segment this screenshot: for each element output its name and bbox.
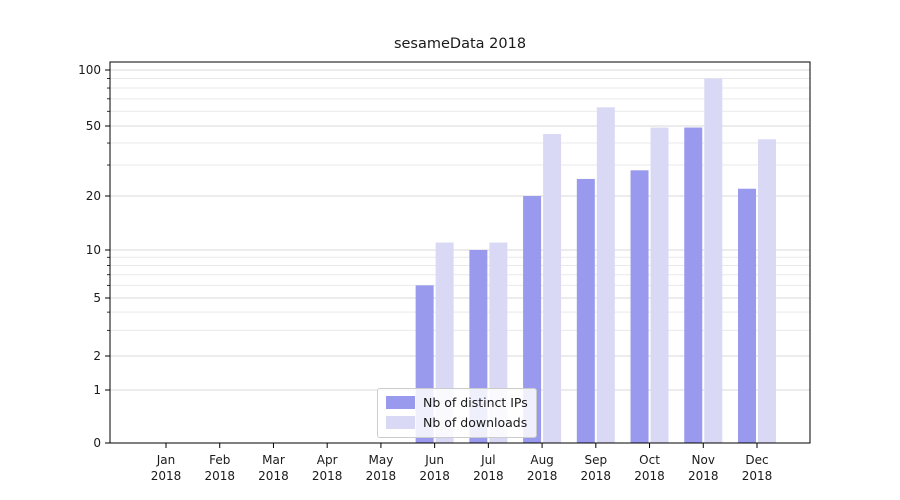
x-tick-label-month: Mar (262, 453, 285, 467)
bar-downloads-oct (650, 127, 669, 443)
y-tick-label: 1 (93, 383, 101, 397)
chart-title: sesameData 2018 (393, 36, 527, 52)
bar-downloads-dec (757, 139, 776, 444)
legend-label-downloads: Nb of downloads (423, 415, 528, 430)
legend-item-distinct-ips: Nb of distinct IPs (386, 395, 528, 410)
x-tick-label-year: 2018 (527, 469, 558, 483)
legend: Nb of distinct IPs Nb of downloads (377, 388, 537, 438)
bar-ips-oct (630, 170, 649, 443)
x-tick-label-year: 2018 (366, 469, 397, 483)
bar-ips-nov (684, 127, 703, 443)
x-tick-label-month: Dec (745, 453, 768, 467)
bar-downloads-aug (543, 134, 562, 443)
bar-ips-sep (576, 178, 595, 444)
y-tick-label: 20 (86, 189, 101, 203)
x-tick-label-month: Oct (639, 453, 660, 467)
x-tick-label-month: Jul (480, 453, 495, 467)
x-tick-label-month: May (369, 453, 394, 467)
x-tick-label-year: 2018 (742, 469, 773, 483)
y-tick-label: 50 (86, 119, 101, 133)
y-tick-label: 2 (93, 349, 101, 363)
x-tick-label-month: Apr (317, 453, 338, 467)
x-tick-label-year: 2018 (151, 469, 182, 483)
x-tick-label-year: 2018 (258, 469, 289, 483)
x-tick-label-month: Sep (585, 453, 608, 467)
bar-downloads-sep (596, 107, 615, 443)
bar-ips-dec (737, 188, 756, 443)
y-tick-label: 10 (86, 243, 101, 257)
x-tick-label-year: 2018 (688, 469, 719, 483)
y-tick-label: 100 (78, 63, 101, 77)
x-tick-label-month: Jun (424, 453, 444, 467)
bar-ips-aug (523, 196, 542, 443)
plot-border (109, 61, 811, 444)
legend-label-distinct-ips: Nb of distinct IPs (423, 395, 528, 410)
x-tick-label-year: 2018 (312, 469, 343, 483)
x-tick-label-year: 2018 (204, 469, 235, 483)
legend-swatch-downloads (386, 416, 415, 429)
x-tick-label-year: 2018 (634, 469, 665, 483)
bar-downloads-nov (704, 78, 723, 443)
y-tick-label: 0 (93, 436, 101, 450)
x-tick-label-month: Jan (156, 453, 176, 467)
x-tick-label-year: 2018 (419, 469, 450, 483)
x-tick-label-month: Feb (209, 453, 230, 467)
y-tick-label: 5 (93, 291, 101, 305)
legend-item-downloads: Nb of downloads (386, 415, 528, 430)
x-tick-label-year: 2018 (581, 469, 612, 483)
legend-swatch-distinct-ips (386, 396, 415, 409)
x-tick-label-month: Nov (692, 453, 715, 467)
x-tick-label-year: 2018 (473, 469, 504, 483)
x-tick-label-month: Aug (530, 453, 553, 467)
